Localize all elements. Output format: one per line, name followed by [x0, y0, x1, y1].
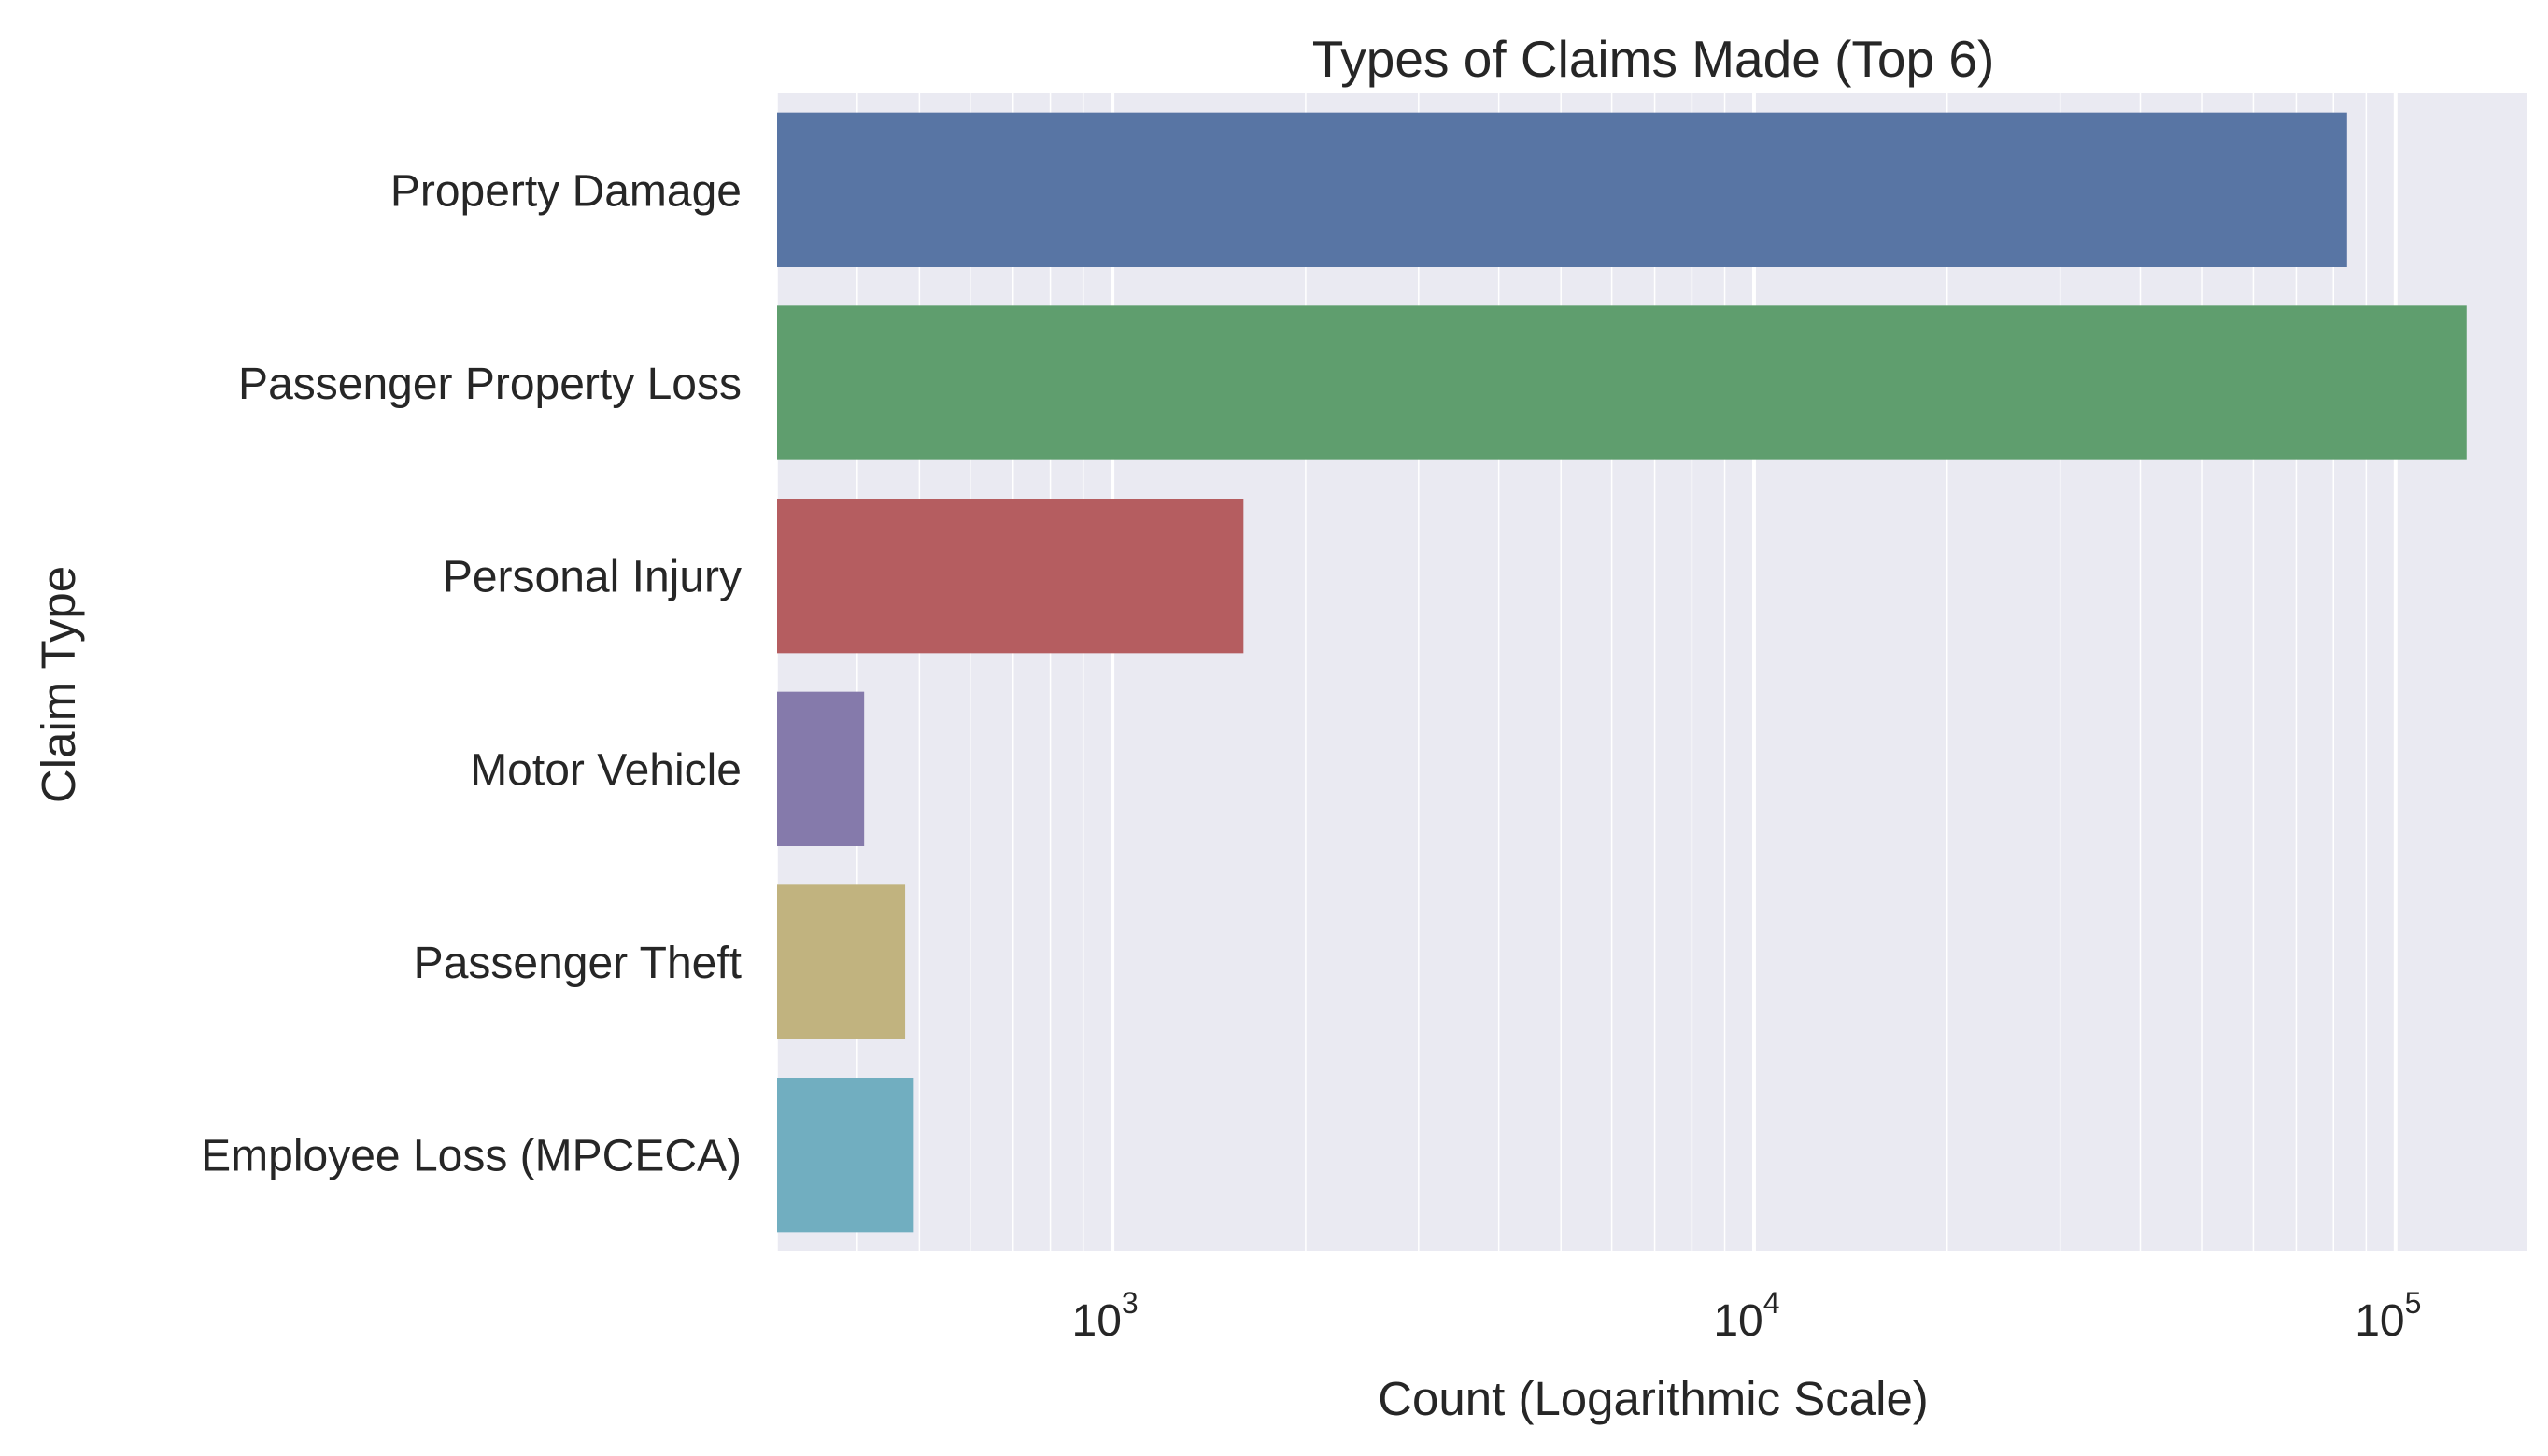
category-label: Property Damage [390, 166, 742, 216]
category-label: Employee Loss (MPCECA) [201, 1132, 742, 1181]
x-tick-label: 103 [1072, 1286, 1139, 1346]
bar-passenger-property-loss [777, 305, 2467, 460]
chart-title: Types of Claims Made (Top 6) [1312, 30, 1995, 88]
x-tick-labels: 103 104 105 [1072, 1286, 2422, 1346]
gridlines [776, 93, 2398, 1251]
category-label: Passenger Theft [414, 939, 742, 988]
bar-property-damage [777, 112, 2347, 268]
bar-employee-loss-mpceca [777, 1078, 914, 1233]
plot-area [777, 93, 2527, 1251]
bar-passenger-theft [777, 884, 906, 1039]
bars [777, 112, 2467, 1233]
x-tick-label: 105 [2355, 1286, 2421, 1346]
bar-personal-injury [777, 499, 1244, 654]
x-axis-label: Count (Logarithmic Scale) [1378, 1372, 1929, 1425]
category-label: Passenger Property Loss [238, 360, 742, 409]
category-label: Personal Injury [443, 553, 742, 602]
category-labels: Property Damage Passenger Property Loss Pe… [201, 166, 742, 1180]
category-label: Motor Vehicle [470, 745, 742, 795]
y-axis-label: Claim Type [32, 566, 85, 803]
x-tick-label: 104 [1713, 1286, 1779, 1346]
bar-motor-vehicle [777, 691, 865, 846]
